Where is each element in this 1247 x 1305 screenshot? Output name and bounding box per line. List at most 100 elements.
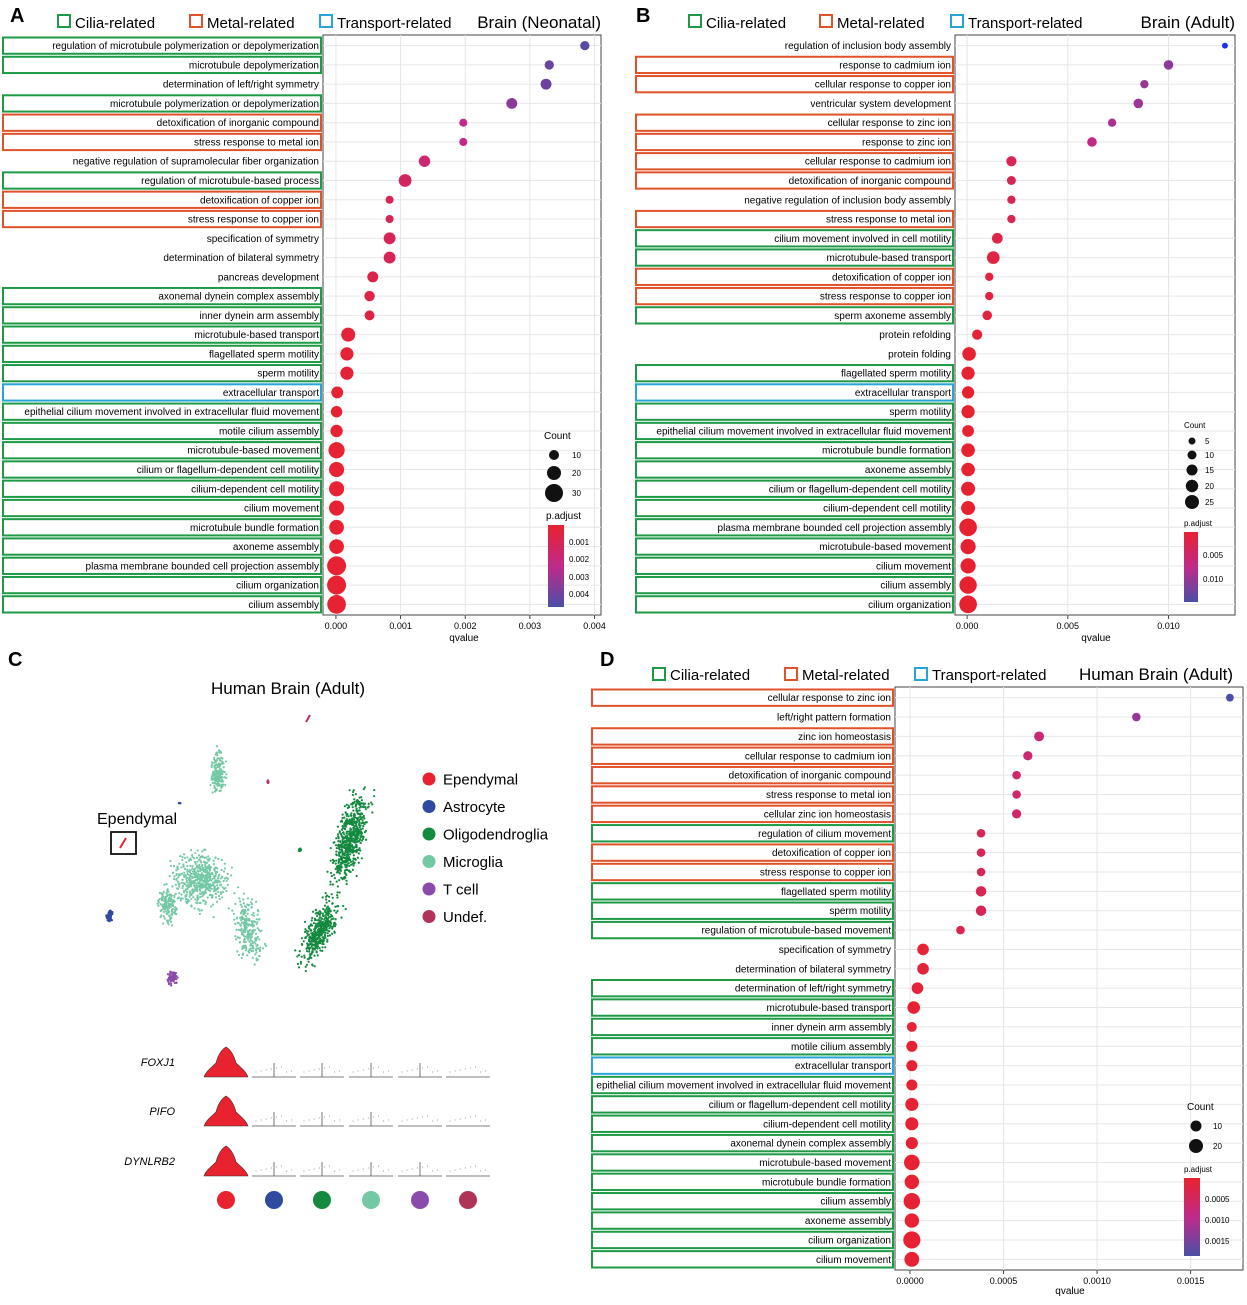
umap-cell <box>302 940 305 943</box>
term-category-box-cilia <box>2 460 322 479</box>
umap-cell <box>250 903 253 906</box>
umap-cell <box>189 885 193 888</box>
umap-cell <box>245 947 248 950</box>
umap-cell <box>240 911 243 914</box>
term-dot <box>329 481 345 497</box>
size-legend-label: 10 <box>1205 451 1214 460</box>
term-category-box-cilia <box>2 498 322 518</box>
umap-cell <box>348 789 351 792</box>
term-label: cilium organization <box>868 600 951 611</box>
violin-jitter <box>459 1168 461 1170</box>
umap-cell <box>219 877 222 880</box>
umap-cell <box>335 859 338 862</box>
panel-a-header-legend: Cilia-related Metal-related Transport-re… <box>57 14 452 32</box>
umap-cell <box>165 891 168 895</box>
umap-cell <box>224 776 228 779</box>
panel-a-size-legend: Count 10 20 30 <box>544 431 581 502</box>
umap-cell <box>339 840 342 843</box>
umap-cell <box>321 914 325 917</box>
umap-cell <box>318 942 322 945</box>
umap-cell <box>192 868 196 871</box>
umap-cell <box>166 888 169 891</box>
umap-cell <box>216 764 220 767</box>
umap-cell <box>325 894 329 897</box>
term-dot <box>1023 751 1033 761</box>
umap-cell <box>296 955 299 958</box>
violin-jitter <box>291 1070 293 1072</box>
umap-cell <box>233 892 236 895</box>
umap-cell <box>336 896 339 899</box>
panel-d-title: Human Brain (Adult) <box>1079 665 1233 684</box>
umap-cell <box>157 899 160 902</box>
term-dot <box>982 310 993 321</box>
umap-cell <box>231 909 234 912</box>
umap-cell <box>212 762 215 765</box>
umap-cell <box>190 897 193 901</box>
umap-cell <box>328 899 331 903</box>
violin-jitter <box>308 1119 310 1121</box>
umap-cell <box>224 783 227 786</box>
term-label: extracellular transport <box>223 388 319 399</box>
term-dot <box>959 576 977 594</box>
term-label: cellular response to cadmium ion <box>745 751 891 762</box>
term-dot <box>330 405 343 418</box>
violin-jitter <box>339 1070 341 1072</box>
umap-cell <box>218 774 221 777</box>
umap-cell <box>236 950 239 953</box>
umap-cell <box>346 834 349 838</box>
term-dot <box>961 405 975 419</box>
umap-cell <box>328 934 332 937</box>
umap-cell <box>225 773 228 776</box>
umap-cell <box>192 895 195 899</box>
umap-cell <box>179 897 183 900</box>
umap-cell <box>310 942 313 946</box>
term-dot <box>906 1079 918 1091</box>
umap-cell <box>255 932 258 935</box>
umap-cell <box>220 858 224 862</box>
umap-cell <box>360 805 363 808</box>
umap-cell <box>308 950 311 953</box>
umap-cell <box>348 842 351 845</box>
umap-cell <box>191 891 195 894</box>
umap-cell <box>240 905 243 908</box>
umap-cell <box>216 751 219 754</box>
umap-cell <box>191 854 194 857</box>
violin-jitter <box>421 1116 423 1118</box>
cluster-legend-label: Undef. <box>443 909 487 926</box>
term-category-box-cilia <box>591 1211 894 1230</box>
term-dot <box>331 386 344 399</box>
umap-cell <box>241 917 244 920</box>
umap-cell <box>186 872 189 876</box>
term-dot <box>459 137 468 147</box>
umap-cell <box>171 979 174 982</box>
violin-jitter <box>286 1120 288 1122</box>
size-legend-dot <box>1187 450 1197 460</box>
term-label: detoxification of copper ion <box>832 272 951 283</box>
umap-cell <box>172 972 175 975</box>
legend-cilia-label: Cilia-related <box>75 15 155 32</box>
umap-cell <box>343 805 346 808</box>
umap-cell <box>298 950 301 953</box>
term-category-box-cilia <box>591 1017 894 1037</box>
size-legend-label: 5 <box>1205 437 1210 446</box>
umap-cell <box>321 949 324 953</box>
umap-cell <box>357 829 360 832</box>
umap-cell <box>193 888 196 891</box>
violin-jitter <box>275 1116 277 1118</box>
term-dot <box>327 556 347 576</box>
umap-cell <box>238 897 241 900</box>
term-category-box-cilia <box>2 171 322 190</box>
umap-cell <box>217 895 221 898</box>
umap-cell <box>189 890 192 893</box>
umap-cell <box>185 861 188 864</box>
umap-cell <box>340 916 343 919</box>
umap-cell <box>180 893 183 896</box>
umap-cell <box>300 937 304 940</box>
violin-jitter <box>313 1069 315 1071</box>
umap-cell <box>173 894 176 897</box>
umap-cell <box>175 872 178 876</box>
violin-jitter <box>469 1067 471 1069</box>
umap-cell <box>257 928 261 931</box>
term-label: determination of left/right symmetry <box>163 80 319 91</box>
umap-cell <box>337 837 340 840</box>
